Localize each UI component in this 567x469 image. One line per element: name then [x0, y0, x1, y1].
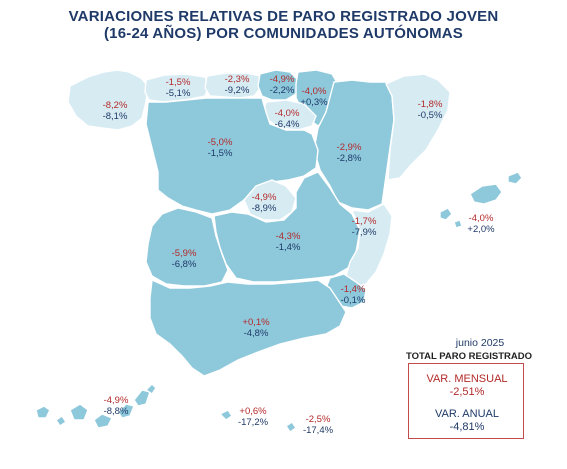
andalucia-anual: -4,8% — [243, 328, 269, 339]
region-melilla — [285, 421, 297, 433]
region-canarias — [35, 383, 157, 429]
castilla-leon-anual: -1,5% — [207, 148, 233, 159]
baleares-anual: +2,0% — [467, 224, 495, 235]
pais-vasco-anual: -2,2% — [269, 85, 295, 96]
region-cantabria — [204, 72, 263, 99]
ceuta-mensual: +0,6% — [239, 406, 267, 417]
legend-monthly-value: -2,51% — [449, 386, 485, 398]
label-la-rioja: -4,0% -6,4% — [275, 108, 300, 130]
label-aragon: -2,9% -2,8% — [337, 142, 362, 164]
label-melilla: -2,5% -17,4% — [303, 414, 333, 436]
region-baleares — [439, 171, 523, 229]
navarra-anual: +0,3% — [300, 97, 328, 108]
cantabria-mensual: -2,3% — [224, 74, 250, 85]
cataluna-mensual: -1,8% — [417, 99, 443, 110]
legend-date: junio 2025 — [455, 337, 505, 349]
comunidad-valenciana-anual: -7,9% — [351, 227, 377, 238]
map-title-line-1: VARIACIONES RELATIVAS DE PARO REGISTRADO… — [68, 8, 499, 25]
map-title-line-2: (16-24 AÑOS) POR COMUNIDADES AUTÓNOMAS — [103, 25, 464, 42]
region-extremadura — [145, 207, 229, 287]
label-cataluna: -1,8% -0,5% — [418, 99, 443, 121]
region-madrid — [243, 179, 297, 221]
label-ceuta: +0,6% -17,2% — [238, 406, 268, 428]
ceuta-anual: -17,2% — [237, 417, 269, 428]
label-canarias: -4,9% -8,8% — [104, 395, 129, 417]
aragon-anual: -2,8% — [336, 153, 362, 164]
castilla-leon-mensual: -5,0% — [207, 137, 233, 148]
extremadura-anual: -6,8% — [171, 259, 197, 270]
region-asturias — [144, 73, 210, 103]
cataluna-anual: -0,5% — [417, 110, 443, 121]
label-galicia: -8,2% -8,1% — [103, 100, 128, 122]
pais-vasco-mensual: -4,9% — [269, 74, 295, 85]
canarias-anual: -8,8% — [103, 406, 129, 417]
region-pais-vasco — [257, 69, 299, 101]
label-madrid: -4,9% -8,9% — [252, 192, 277, 214]
murcia-mensual: -1,4% — [340, 284, 366, 295]
label-castilla-la-mancha: -4,3% -1,4% — [276, 231, 301, 253]
andalucia-mensual: +0,1% — [242, 317, 270, 328]
region-ceuta — [218, 409, 233, 421]
legend-box: VAR. MENSUAL -2,51% VAR. ANUAL -4,81% — [408, 363, 524, 439]
asturias-mensual: -1,5% — [165, 77, 191, 88]
label-castilla-leon: -5,0% -1,5% — [208, 137, 233, 159]
la-rioja-mensual: -4,0% — [274, 108, 300, 119]
castilla-la-mancha-mensual: -4,3% — [275, 231, 301, 242]
label-pais-vasco: -4,9% -2,2% — [270, 74, 295, 96]
label-cantabria: -2,3% -9,2% — [225, 74, 250, 96]
label-murcia: -1,4% -0,1% — [341, 284, 366, 306]
madrid-mensual: -4,9% — [251, 192, 277, 203]
legend-annual-label: VAR. ANUAL — [435, 408, 499, 420]
label-comunidad-valenciana: -1,7% -7,9% — [352, 216, 377, 238]
melilla-anual: -17,4% — [302, 425, 334, 436]
legend-title: TOTAL PARO REGISTRADO — [406, 351, 532, 362]
label-andalucia: +0,1% -4,8% — [242, 317, 269, 339]
label-navarra: -4,0% +0,3% — [300, 86, 327, 108]
legend-monthly-label: VAR. MENSUAL — [426, 373, 508, 385]
region-cataluna — [385, 73, 451, 181]
region-andalucia — [149, 278, 347, 377]
aragon-mensual: -2,9% — [336, 142, 362, 153]
label-baleares: -4,0% +2,0% — [467, 213, 494, 235]
baleares-mensual: -4,0% — [468, 213, 494, 224]
melilla-mensual: -2,5% — [305, 414, 331, 425]
extremadura-mensual: -5,9% — [171, 248, 197, 259]
madrid-anual: -8,9% — [251, 203, 277, 214]
region-comunidad-valenciana — [345, 203, 393, 289]
asturias-anual: -5,1% — [165, 88, 191, 99]
galicia-mensual: -8,2% — [102, 100, 128, 111]
la-rioja-anual: -6,4% — [274, 119, 300, 130]
murcia-anual: -0,1% — [340, 295, 366, 306]
cantabria-anual: -9,2% — [224, 85, 250, 96]
galicia-anual: -8,1% — [102, 111, 128, 122]
label-extremadura: -5,9% -6,8% — [172, 248, 197, 270]
legend-annual-value: -4,81% — [449, 421, 485, 433]
canarias-mensual: -4,9% — [103, 395, 129, 406]
region-galicia — [67, 69, 149, 131]
navarra-mensual: -4,0% — [301, 86, 327, 97]
label-asturias: -1,5% -5,1% — [166, 77, 191, 99]
comunidad-valenciana-mensual: -1,7% — [351, 216, 377, 227]
region-castilla-leon — [145, 97, 319, 215]
castilla-la-mancha-anual: -1,4% — [275, 242, 301, 253]
